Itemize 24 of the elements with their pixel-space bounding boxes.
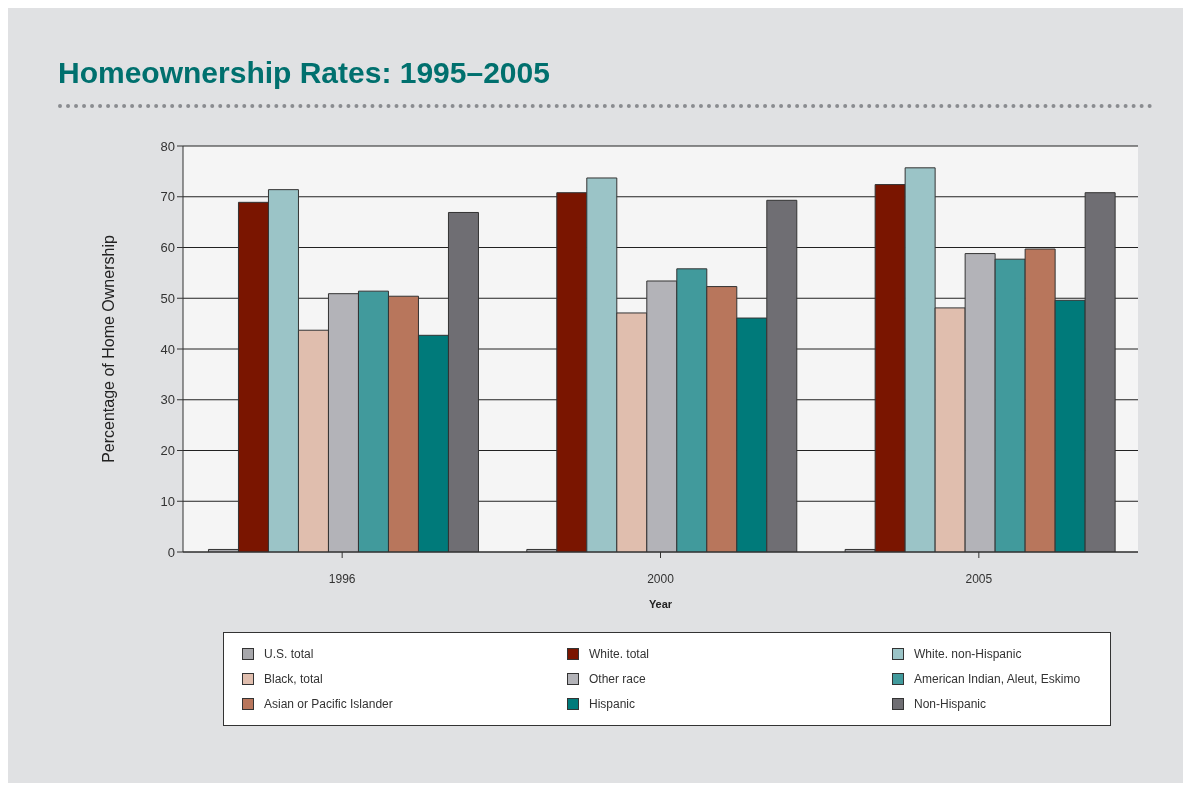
y-tick-label: 80 [160, 138, 175, 154]
y-tick-label: 60 [160, 240, 175, 256]
legend-label: Black, total [264, 672, 323, 686]
y-tick-label: 40 [160, 341, 175, 357]
y-tick-label: 0 [167, 544, 175, 560]
x-axis-title: Year [648, 598, 673, 610]
legend-label: Hispanic [589, 697, 636, 711]
legend-label: Non-Hispanic [914, 697, 987, 711]
legend-label: U.S. total [264, 647, 314, 661]
x-tick-label: 2000 [647, 571, 675, 586]
legend-label: White. total [589, 647, 650, 661]
y-tick-label: 70 [160, 189, 175, 205]
chart-title: Homeownership Rates: 1995–2005 [58, 56, 550, 90]
y-tick-label: 20 [160, 443, 175, 459]
legend-label: Other race [589, 672, 646, 686]
legend-label: White. non-Hispanic [914, 647, 1022, 661]
y-tick-label: 30 [160, 392, 175, 408]
y-tick-label: 50 [160, 290, 175, 306]
y-axis-title: Percentage of Home Ownership [99, 235, 117, 463]
legend-label: American Indian, Aleut, Eskimo [914, 672, 1081, 686]
y-tick-label: 10 [160, 493, 175, 509]
x-tick-label: 1996 [328, 571, 356, 586]
x-tick-label: 2005 [965, 571, 993, 586]
legend-label: Asian or Pacific Islander [264, 697, 393, 711]
